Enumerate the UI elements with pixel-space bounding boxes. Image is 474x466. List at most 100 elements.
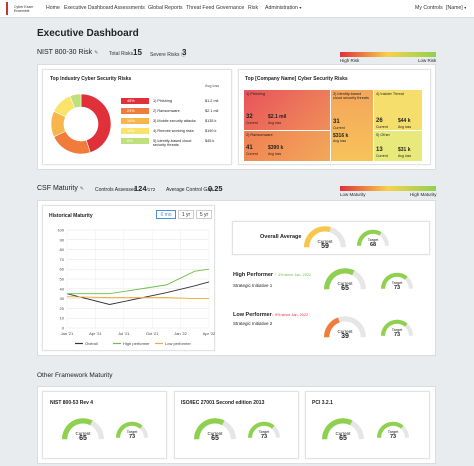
y-tick-label: 30 — [60, 296, 65, 301]
gauge-arc — [248, 421, 280, 438]
range-toggle: 6 mo 1 yr 5 yr — [156, 210, 213, 219]
framework-card-nist-800-53[interactable]: NIST 800-53 Rev 4 Current 65 Target 73 — [42, 391, 167, 459]
risk-cell-identity[interactable] — [331, 90, 373, 161]
app-logo[interactable]: Cyber Exam Ensemble — [6, 2, 40, 16]
legend-label: Low performer — [165, 341, 191, 346]
nav-my-controls[interactable]: My Controls — [415, 5, 443, 11]
nav-executive-dashboard[interactable]: Executive Dashboard — [64, 5, 114, 11]
maturity-legend-bar — [340, 186, 436, 191]
info-icon[interactable]: ⓘ — [180, 52, 186, 58]
gauge-fill — [381, 272, 408, 289]
risk-current-label: Current — [376, 125, 388, 129]
nist-risk-title: NIST 800-30 Risk ✎ — [37, 49, 98, 56]
gauge-arc — [357, 229, 389, 246]
risk-cell-phishing[interactable] — [244, 90, 330, 130]
y-tick-label: 90 — [60, 237, 65, 242]
logo-line-1: Cyber Exam — [14, 5, 34, 9]
risk-current-value: 13 — [376, 147, 383, 153]
framework-target-gauge: Target 73 — [247, 420, 281, 440]
nav-assessments[interactable]: Assessments — [114, 5, 145, 11]
risk-cell-other[interactable] — [374, 131, 422, 161]
overall-average-label: Overall Average — [260, 234, 302, 240]
risk-legend-bar — [340, 52, 436, 57]
gauge-value: 73 — [393, 285, 401, 291]
overall-target-gauge: Target 68 — [356, 228, 390, 248]
risk-cell-ransomware[interactable] — [244, 131, 330, 161]
y-tick-label: 10 — [60, 316, 65, 321]
company-risk-label: 2) Ransomware — [246, 133, 273, 137]
legend-high-maturity: High Maturity — [410, 192, 437, 197]
range-1yr-button[interactable]: 1 yr — [178, 210, 194, 219]
y-tick-label: 60 — [60, 267, 65, 272]
donut-slice[interactable] — [80, 93, 112, 153]
edit-icon[interactable]: ✎ — [79, 186, 84, 192]
nav-risk[interactable]: Risk — [248, 5, 259, 11]
industry-risk-row[interactable]: 6% 5) Identity-based cloud security threa… — [121, 137, 229, 147]
gauge-fill — [324, 317, 340, 338]
industry-risks-card: Top Industry Cyber Security Risks Avg lo… — [42, 69, 232, 165]
series-line — [67, 268, 210, 295]
framework-card-pci[interactable]: PCI 3.2.1 Current 65 Target 73 — [305, 391, 430, 459]
assessed-total: /172 — [146, 187, 156, 192]
framework-card-iso-27001[interactable]: ISO/IEC 27001 Second edition 2013 Curren… — [174, 391, 299, 459]
donut-slice[interactable] — [53, 130, 91, 155]
risk-avg-loss-label: Avg loss — [268, 121, 282, 125]
edit-icon[interactable]: ✎ — [94, 50, 99, 56]
framework-target-gauge: Target 73 — [115, 420, 149, 440]
high-current-gauge: Current 65 — [323, 266, 367, 292]
industry-risk-row[interactable]: 14% 3) Mobile security attacks $135 k — [121, 117, 229, 126]
avg-control-gap-label: Average Control Gap — [166, 187, 213, 193]
company-risks-card: Top [Company Name] Cyber Security Risks … — [238, 69, 431, 165]
range-6mo-button[interactable]: 6 mo — [156, 210, 176, 219]
risk-current-label: Current — [333, 126, 345, 130]
gauge-value: 39 — [341, 333, 349, 340]
gauge-label: Current — [337, 281, 353, 286]
industry-risk-row[interactable]: 23% 2) Ransomware $2.1 mil — [121, 107, 229, 116]
x-tick-label: Jul '21 — [118, 331, 130, 336]
total-risks-label: Total Risks — [109, 51, 134, 57]
risk-swatch — [121, 128, 149, 134]
risk-percent: 45% — [127, 99, 135, 103]
gauge-arc — [322, 418, 364, 440]
industry-risk-row[interactable]: 12% 4) Remote working risks $190 k — [121, 127, 229, 136]
risk-avg-loss-label: Avg loss — [398, 154, 412, 158]
risk-avg-loss: $2.1 mil — [205, 109, 219, 113]
nav-home[interactable]: Home — [46, 5, 60, 11]
gauge-fill — [357, 229, 382, 246]
risk-current-label: Current — [246, 152, 258, 156]
framework-target-gauge: Target 73 — [376, 420, 410, 440]
industry-risks-donut — [50, 93, 112, 155]
chevron-down-icon: ▾ — [299, 5, 302, 10]
y-tick-label: 80 — [60, 247, 65, 252]
gauge-label: Target — [387, 430, 399, 434]
logo-text: Cyber Exam Ensemble — [14, 5, 33, 13]
nav-governance[interactable]: Governance — [216, 5, 245, 11]
gauge-arc — [381, 272, 413, 289]
severe-risks-label-text: Severe Risks — [150, 52, 180, 58]
risk-percent: 6% — [127, 139, 133, 143]
other-frameworks-title: Other Framework Maturity — [37, 372, 113, 379]
historical-line-chart: 0 10 20 30 40 50 60 70 80 90 100 Jan '21 Apr '21 Jul … — [57, 228, 216, 347]
nav-threat-feed[interactable]: Threat Feed — [186, 5, 215, 11]
nav-global-reports[interactable]: Global Reports — [148, 5, 183, 11]
x-tick-label: Apr '21 — [89, 331, 102, 336]
donut-slice[interactable] — [69, 93, 82, 109]
gauge-arc — [324, 316, 366, 338]
risk-swatch — [121, 118, 149, 124]
gauge-value: 73 — [260, 434, 268, 440]
gauge-value: 65 — [211, 435, 219, 442]
total-risks-value: 15 — [133, 48, 142, 57]
range-5yr-button[interactable]: 5 yr — [196, 210, 212, 219]
gauge-label: Target — [367, 238, 379, 242]
risk-swatch — [121, 138, 149, 144]
user-menu[interactable]: [Name] ▾ — [446, 5, 466, 11]
nav-administration[interactable]: Administration ▾ — [265, 5, 301, 11]
gauge-label: Current — [337, 329, 353, 334]
risk-cell-insider[interactable] — [374, 90, 422, 130]
framework-current-gauge: Current 65 — [193, 416, 237, 442]
gauge-arc — [62, 418, 104, 440]
x-tick-label: Jan '22 — [174, 331, 188, 336]
severe-risks-value: 3 — [182, 48, 187, 57]
industry-risk-row[interactable]: 45% 1) Phishing $1.2 mil — [121, 97, 229, 106]
framework-name: PCI 3.2.1 — [312, 400, 333, 406]
